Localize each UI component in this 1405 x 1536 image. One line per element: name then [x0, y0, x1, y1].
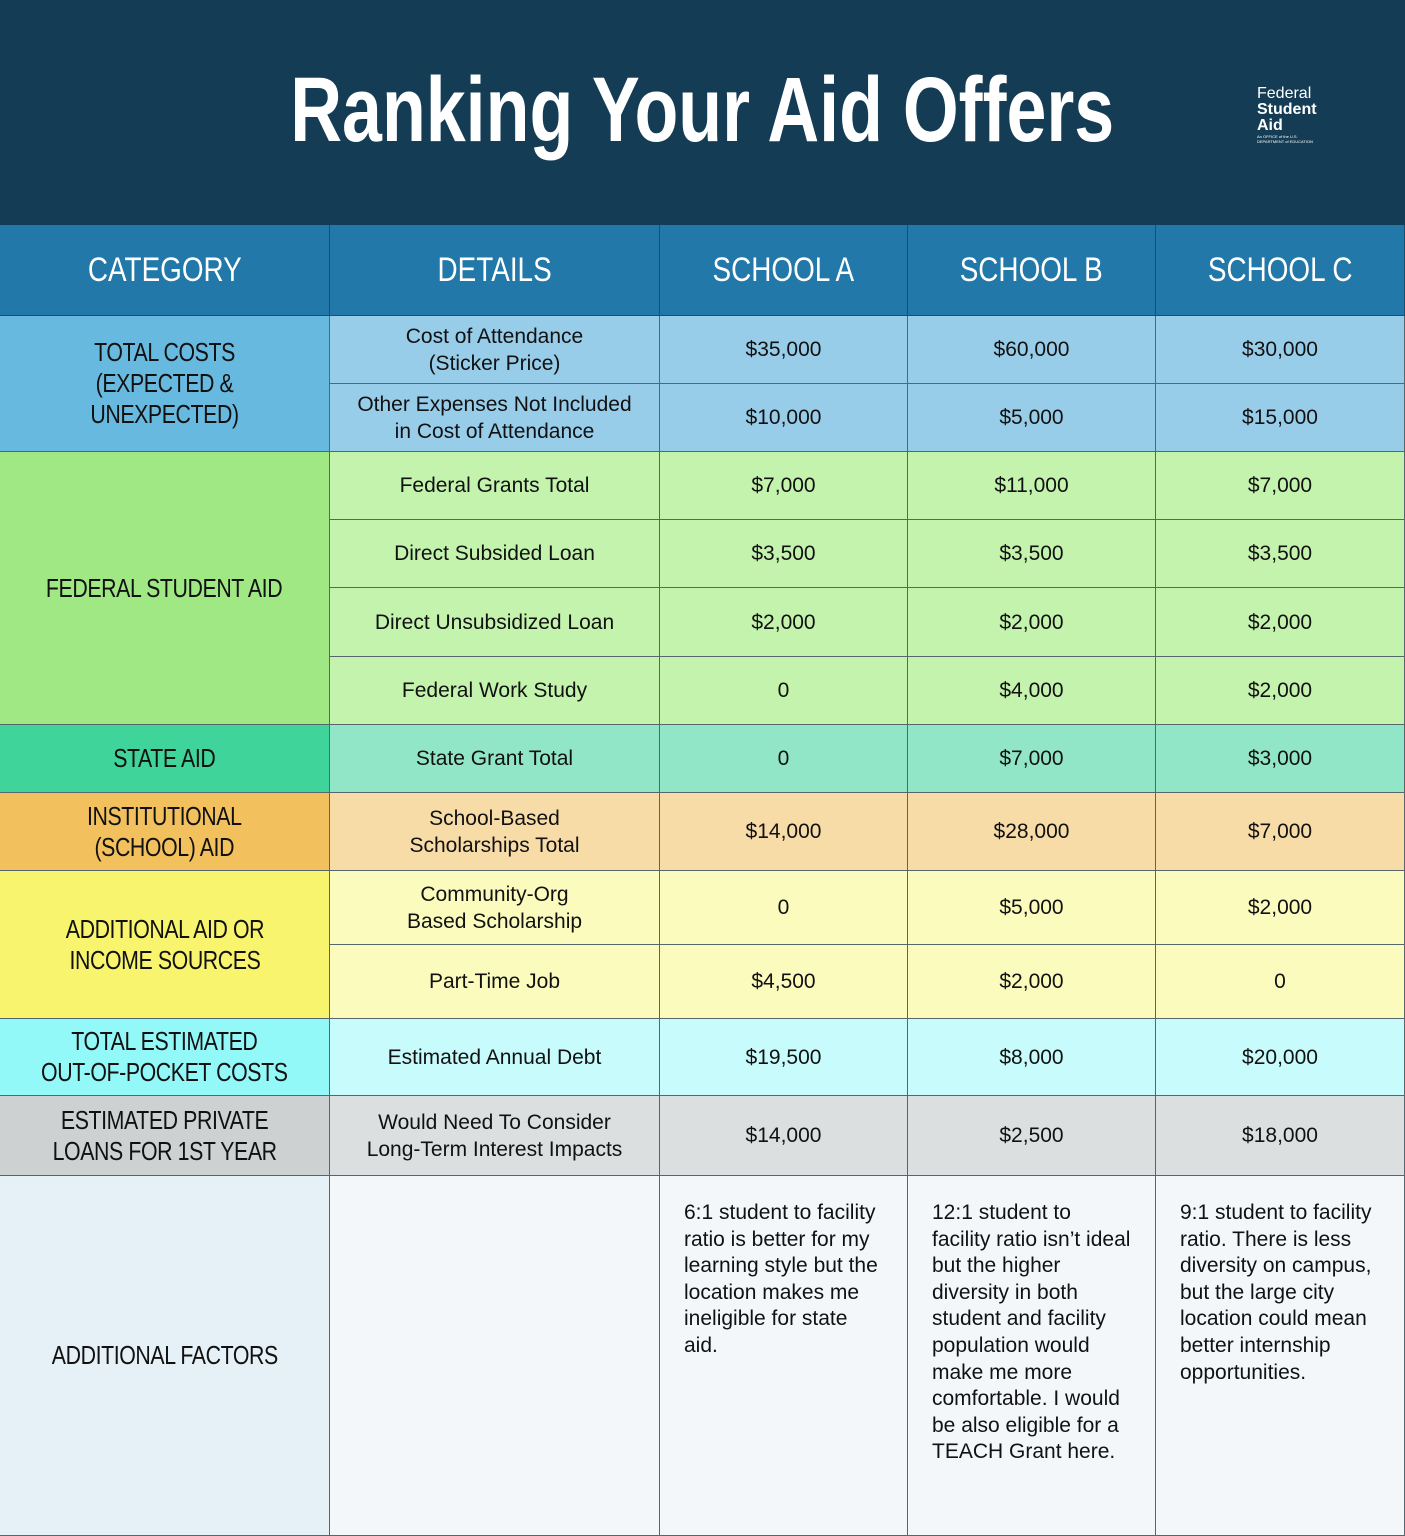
value-cell: $10,000	[660, 384, 908, 452]
value-cell: $14,000	[660, 1096, 908, 1176]
category-cell: INSTITUTIONAL (SCHOOL) AID	[0, 793, 330, 871]
category-cell-text: ADDITIONAL AID OR INCOME SOURCES	[65, 913, 264, 975]
value-cell: $7,000	[1156, 793, 1405, 871]
category-cell: STATE AID	[0, 725, 330, 793]
value-cell: $7,000	[908, 725, 1156, 793]
value-cell: 0	[660, 657, 908, 725]
column-header-text: SCHOOL C	[1207, 250, 1353, 289]
value-cell: $2,000	[1156, 588, 1405, 657]
value-cell: $5,000	[908, 871, 1156, 945]
category-cell-text: TOTAL COSTS (EXPECTED & UNEXPECTED)	[90, 337, 239, 429]
details-cell: School-Based Scholarships Total	[330, 793, 660, 871]
value-cell: $15,000	[1156, 384, 1405, 452]
value-cell: $35,000	[660, 316, 908, 384]
value-cell: 0	[660, 725, 908, 793]
value-cell: $60,000	[908, 316, 1156, 384]
column-header-text: SCHOOL B	[959, 250, 1104, 289]
value-cell: $2,000	[1156, 657, 1405, 725]
value-cell: $2,000	[1156, 871, 1405, 945]
category-cell-text: ADDITIONAL FACTORS	[51, 1340, 278, 1370]
column-header: DETAILS	[330, 225, 660, 316]
value-cell: $11,000	[908, 452, 1156, 520]
column-header: SCHOOL A	[660, 225, 908, 316]
value-cell: $7,000	[1156, 452, 1405, 520]
details-cell: Direct Subsided Loan	[330, 520, 660, 588]
value-cell: $18,000	[1156, 1096, 1405, 1176]
details-cell: Federal Grants Total	[330, 452, 660, 520]
value-cell: $2,500	[908, 1096, 1156, 1176]
value-cell: $14,000	[660, 793, 908, 871]
column-header-text: DETAILS	[437, 250, 552, 289]
details-cell	[330, 1176, 660, 1536]
details-cell: Part-Time Job	[330, 945, 660, 1019]
column-header-text: CATEGORY	[87, 250, 242, 289]
category-cell-text: STATE AID	[113, 743, 216, 773]
details-cell: Direct Unsubsidized Loan	[330, 588, 660, 657]
logo-line: An OFFICE of the U.S. DEPARTMENT of EDUC…	[1257, 134, 1313, 144]
category-cell: FEDERAL STUDENT AID	[0, 452, 330, 725]
category-cell: ADDITIONAL FACTORS	[0, 1176, 330, 1536]
value-cell: $20,000	[1156, 1019, 1405, 1096]
title-text: Ranking Your Aid Offers	[290, 59, 1115, 161]
value-cell: $2,000	[908, 588, 1156, 657]
category-cell: ESTIMATED PRIVATE LOANS FOR 1ST YEAR	[0, 1096, 330, 1176]
header-band: Ranking Your Aid Offers Federal Student …	[0, 0, 1405, 225]
note-cell: 6:1 student to facility ratio is better …	[660, 1176, 908, 1536]
category-cell-text: INSTITUTIONAL (SCHOOL) AID	[87, 800, 242, 862]
category-cell-text: ESTIMATED PRIVATE LOANS FOR 1ST YEAR	[52, 1104, 277, 1166]
value-cell: $3,000	[1156, 725, 1405, 793]
logo-line: Federal	[1257, 85, 1312, 102]
value-cell: $4,500	[660, 945, 908, 1019]
value-cell: $5,000	[908, 384, 1156, 452]
details-cell: Would Need To Consider Long-Term Interes…	[330, 1096, 660, 1176]
category-cell: TOTAL ESTIMATED OUT-OF-POCKET COSTS	[0, 1019, 330, 1096]
column-header: CATEGORY	[0, 225, 330, 316]
value-cell: $2,000	[660, 588, 908, 657]
value-cell: $3,500	[660, 520, 908, 588]
value-cell: $7,000	[660, 452, 908, 520]
value-cell: 0	[1156, 945, 1405, 1019]
title: Ranking Your Aid Offers	[0, 58, 1405, 163]
column-header: SCHOOL C	[1156, 225, 1405, 316]
note-cell: 12:1 student to facility ratio isn’t ide…	[908, 1176, 1156, 1536]
value-cell: $28,000	[908, 793, 1156, 871]
logo-line: Student	[1257, 101, 1317, 118]
value-cell: $19,500	[660, 1019, 908, 1096]
value-cell: $8,000	[908, 1019, 1156, 1096]
logo: Federal Student Aid An OFFICE of the U.S…	[1257, 85, 1319, 145]
value-cell: $3,500	[1156, 520, 1405, 588]
details-cell: Community-Org Based Scholarship	[330, 871, 660, 945]
details-cell: State Grant Total	[330, 725, 660, 793]
details-cell: Estimated Annual Debt	[330, 1019, 660, 1096]
column-header: SCHOOL B	[908, 225, 1156, 316]
details-cell: Cost of Attendance (Sticker Price)	[330, 316, 660, 384]
category-cell: TOTAL COSTS (EXPECTED & UNEXPECTED)	[0, 316, 330, 452]
logo-line: Aid	[1257, 117, 1283, 134]
value-cell: $30,000	[1156, 316, 1405, 384]
value-cell: $3,500	[908, 520, 1156, 588]
details-cell: Other Expenses Not Included in Cost of A…	[330, 384, 660, 452]
details-cell: Federal Work Study	[330, 657, 660, 725]
value-cell: 0	[660, 871, 908, 945]
column-header-text: SCHOOL A	[712, 250, 855, 289]
note-cell: 9:1 student to facility ratio. There is …	[1156, 1176, 1405, 1536]
value-cell: $4,000	[908, 657, 1156, 725]
category-cell: ADDITIONAL AID OR INCOME SOURCES	[0, 871, 330, 1019]
value-cell: $2,000	[908, 945, 1156, 1019]
category-cell-text: TOTAL ESTIMATED OUT-OF-POCKET COSTS	[41, 1026, 288, 1087]
category-cell-text: FEDERAL STUDENT AID	[46, 572, 283, 603]
